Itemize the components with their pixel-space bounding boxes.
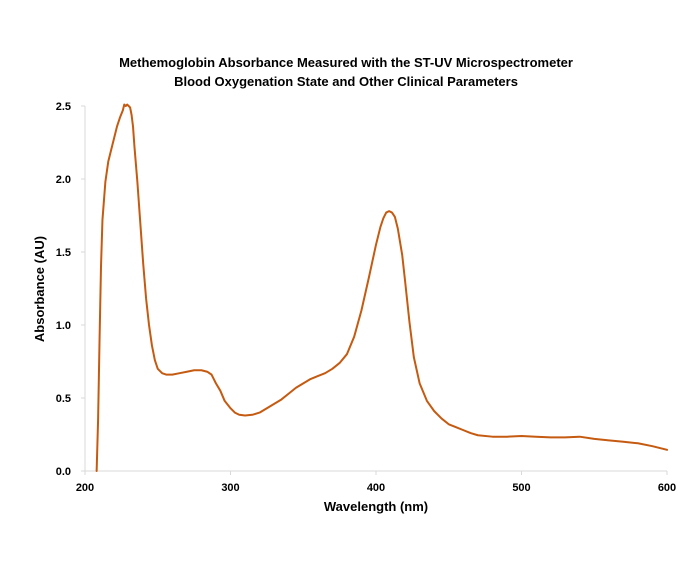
- axes: [84, 106, 667, 472]
- x-tick-label: 600: [658, 482, 676, 494]
- y-axis-title: Absorbance (AU): [32, 236, 47, 342]
- x-axis-title: Wavelength (nm): [324, 499, 428, 514]
- series-lines: [95, 103, 668, 472]
- tick-labels: 200 300 400 500 600 0.0 0.5 1.0 1.5 2.0 2.5: [56, 101, 676, 494]
- y-tick-label: 1.0: [56, 320, 71, 332]
- x-tick-label: 400: [367, 482, 385, 494]
- y-tick-label: 0.0: [56, 466, 71, 478]
- x-tick-label: 300: [221, 482, 239, 494]
- y-tick-label: 0.5: [56, 393, 71, 405]
- y-tick-label: 1.5: [56, 247, 71, 259]
- y-tick-label: 2.0: [56, 174, 71, 186]
- x-tick-label: 200: [76, 482, 94, 494]
- y-tick-label: 2.5: [56, 101, 71, 113]
- x-tick-label: 500: [512, 482, 530, 494]
- absorbance-series-line: [95, 103, 668, 472]
- chart-title: Methemoglobin Absorbance Measured with t…: [119, 55, 573, 70]
- chart-subtitle: Blood Oxygenation State and Other Clinic…: [174, 74, 518, 89]
